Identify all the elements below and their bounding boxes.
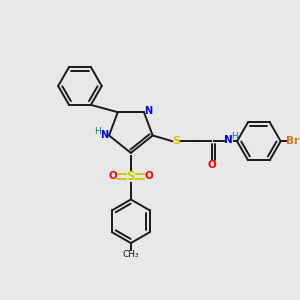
Text: N: N [100,130,108,140]
Text: H: H [231,131,238,140]
Text: O: O [108,171,117,181]
Text: S: S [127,170,135,183]
Text: O: O [145,171,153,181]
Text: Br: Br [286,136,299,146]
Text: N: N [144,106,152,116]
Text: H: H [94,128,101,136]
Text: S: S [172,136,180,146]
Text: CH₃: CH₃ [122,250,139,259]
Text: N: N [224,135,233,145]
Text: O: O [208,160,217,170]
